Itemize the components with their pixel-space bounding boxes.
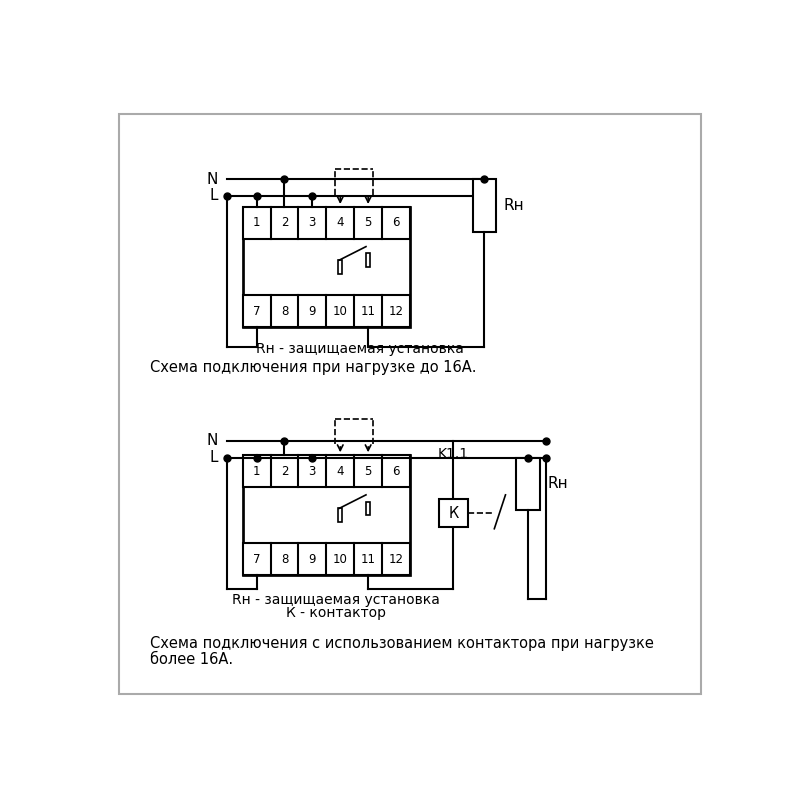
Text: 9: 9	[309, 305, 316, 318]
Text: Схема подключения при нагрузке до 16А.: Схема подключения при нагрузке до 16А.	[150, 359, 476, 374]
Bar	[242, 207, 410, 238]
Text: 12: 12	[389, 305, 403, 318]
Text: 8: 8	[281, 305, 288, 318]
Text: 6: 6	[392, 465, 400, 478]
Text: 11: 11	[361, 553, 376, 566]
Bar	[473, 179, 496, 231]
Bar	[242, 207, 410, 327]
Text: 5: 5	[365, 216, 372, 230]
Text: 10: 10	[333, 305, 348, 318]
Text: N: N	[206, 434, 218, 449]
Bar	[242, 455, 410, 575]
Text: 10: 10	[333, 553, 348, 566]
Text: 5: 5	[365, 465, 372, 478]
Bar	[242, 455, 410, 487]
Text: К: К	[448, 506, 458, 521]
Text: 4: 4	[337, 465, 344, 478]
Text: N: N	[206, 172, 218, 186]
Bar	[242, 295, 410, 327]
Bar	[516, 458, 539, 510]
Text: 7: 7	[253, 553, 260, 566]
Text: 12: 12	[389, 553, 403, 566]
Text: 7: 7	[253, 305, 260, 318]
Text: 9: 9	[309, 553, 316, 566]
Text: более 16А.: более 16А.	[150, 652, 233, 667]
Bar	[242, 543, 410, 575]
Text: 6: 6	[392, 216, 400, 230]
Text: Rн - защищаемая установка: Rн - защищаемая установка	[257, 342, 464, 355]
Bar	[366, 502, 370, 515]
Text: Rн: Rн	[547, 476, 568, 491]
Text: 1: 1	[253, 465, 260, 478]
Bar	[338, 509, 342, 522]
Text: L: L	[210, 188, 218, 203]
Text: Rн - защищаемая установка: Rн - защищаемая установка	[232, 593, 439, 607]
Bar	[338, 260, 342, 274]
Text: Схема подключения с использованием контактора при нагрузке: Схема подключения с использованием конта…	[150, 635, 654, 650]
Bar	[438, 499, 468, 527]
Text: 3: 3	[309, 216, 316, 230]
Text: 2: 2	[281, 216, 288, 230]
Text: 3: 3	[309, 465, 316, 478]
Text: 2: 2	[281, 465, 288, 478]
Text: 4: 4	[337, 216, 344, 230]
Text: Rн: Rн	[504, 198, 524, 213]
Text: L: L	[210, 450, 218, 465]
Text: 11: 11	[361, 305, 376, 318]
Bar	[366, 254, 370, 267]
Text: 1: 1	[253, 216, 260, 230]
Text: K1.1: K1.1	[438, 447, 469, 461]
Text: 8: 8	[281, 553, 288, 566]
Text: К - контактор: К - контактор	[286, 606, 386, 621]
